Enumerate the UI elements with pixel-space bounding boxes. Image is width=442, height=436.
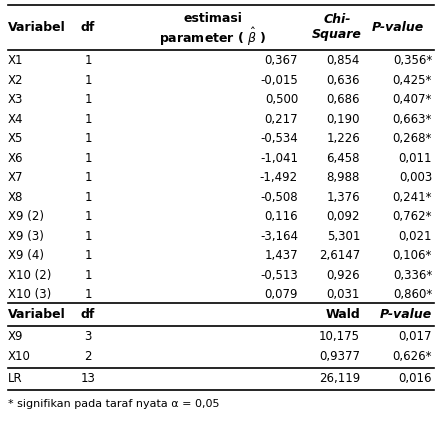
Text: P-value: P-value [372,21,424,34]
Text: 5,301: 5,301 [327,230,360,242]
Text: X10: X10 [8,350,31,362]
Text: 0,016: 0,016 [399,372,432,385]
Text: 0,011: 0,011 [399,152,432,164]
Text: -0,508: -0,508 [260,191,298,204]
Text: 1: 1 [84,288,92,301]
Text: X10 (3): X10 (3) [8,288,51,301]
Text: X9: X9 [8,330,23,343]
Text: Wald: Wald [325,307,360,320]
Text: 0,217: 0,217 [264,112,298,126]
Text: 1: 1 [84,93,92,106]
Text: 0,356*: 0,356* [393,54,432,67]
Text: * signifikan pada taraf nyata α = 0,05: * signifikan pada taraf nyata α = 0,05 [8,399,220,409]
Text: Chi-
Square: Chi- Square [312,14,362,41]
Text: 0,9377: 0,9377 [319,350,360,362]
Text: X1: X1 [8,54,23,67]
Text: 0,241*: 0,241* [392,191,432,204]
Text: X9 (2): X9 (2) [8,210,44,223]
Text: X5: X5 [8,132,23,145]
Text: 0,686: 0,686 [327,93,360,106]
Text: df: df [81,307,95,320]
Text: X8: X8 [8,191,23,204]
Text: LR: LR [8,372,23,385]
Text: 0,663*: 0,663* [392,112,432,126]
Text: estimasi: estimasi [183,12,243,25]
Text: 0,425*: 0,425* [392,74,432,87]
Text: 0,636: 0,636 [327,74,360,87]
Text: 0,092: 0,092 [327,210,360,223]
Text: 0,854: 0,854 [327,54,360,67]
Text: 1,226: 1,226 [326,132,360,145]
Text: 0,031: 0,031 [327,288,360,301]
Text: 13: 13 [80,372,95,385]
Text: P-value: P-value [380,307,432,320]
Text: 10,175: 10,175 [319,330,360,343]
Text: 0,336*: 0,336* [393,269,432,282]
Text: 26,119: 26,119 [319,372,360,385]
Text: X3: X3 [8,93,23,106]
Text: 6,458: 6,458 [327,152,360,164]
Text: 0,626*: 0,626* [392,350,432,362]
Text: 0,926: 0,926 [326,269,360,282]
Text: 0,860*: 0,860* [393,288,432,301]
Text: 0,106*: 0,106* [392,249,432,262]
Text: 1: 1 [84,171,92,184]
Text: 1: 1 [84,112,92,126]
Text: 0,500: 0,500 [265,93,298,106]
Text: X2: X2 [8,74,23,87]
Text: Variabel: Variabel [8,307,66,320]
Text: 1: 1 [84,249,92,262]
Text: 1: 1 [84,152,92,164]
Text: 0,762*: 0,762* [392,210,432,223]
Text: 1: 1 [84,269,92,282]
Text: -1,041: -1,041 [260,152,298,164]
Text: X6: X6 [8,152,23,164]
Text: X7: X7 [8,171,23,184]
Text: 1: 1 [84,210,92,223]
Text: 0,079: 0,079 [264,288,298,301]
Text: 1,376: 1,376 [326,191,360,204]
Text: 1: 1 [84,74,92,87]
Text: parameter ( $\hat{\beta}$ ): parameter ( $\hat{\beta}$ ) [159,26,267,48]
Text: 1: 1 [84,54,92,67]
Text: 2: 2 [84,350,92,362]
Text: df: df [81,21,95,34]
Text: 1: 1 [84,132,92,145]
Text: -1,492: -1,492 [260,171,298,184]
Text: 1: 1 [84,230,92,242]
Text: 0,407*: 0,407* [392,93,432,106]
Text: 0,268*: 0,268* [392,132,432,145]
Text: 0,017: 0,017 [399,330,432,343]
Text: 8,988: 8,988 [327,171,360,184]
Text: 0,021: 0,021 [399,230,432,242]
Text: 1: 1 [84,191,92,204]
Text: 0,116: 0,116 [264,210,298,223]
Text: 0,190: 0,190 [327,112,360,126]
Text: 2,6147: 2,6147 [319,249,360,262]
Text: 1,437: 1,437 [264,249,298,262]
Text: X4: X4 [8,112,23,126]
Text: X9 (4): X9 (4) [8,249,44,262]
Text: -0,015: -0,015 [260,74,298,87]
Text: -3,164: -3,164 [260,230,298,242]
Text: -0,534: -0,534 [260,132,298,145]
Text: 0,003: 0,003 [399,171,432,184]
Text: Variabel: Variabel [8,21,66,34]
Text: 3: 3 [84,330,91,343]
Text: X10 (2): X10 (2) [8,269,51,282]
Text: 0,367: 0,367 [264,54,298,67]
Text: X9 (3): X9 (3) [8,230,44,242]
Text: -0,513: -0,513 [260,269,298,282]
